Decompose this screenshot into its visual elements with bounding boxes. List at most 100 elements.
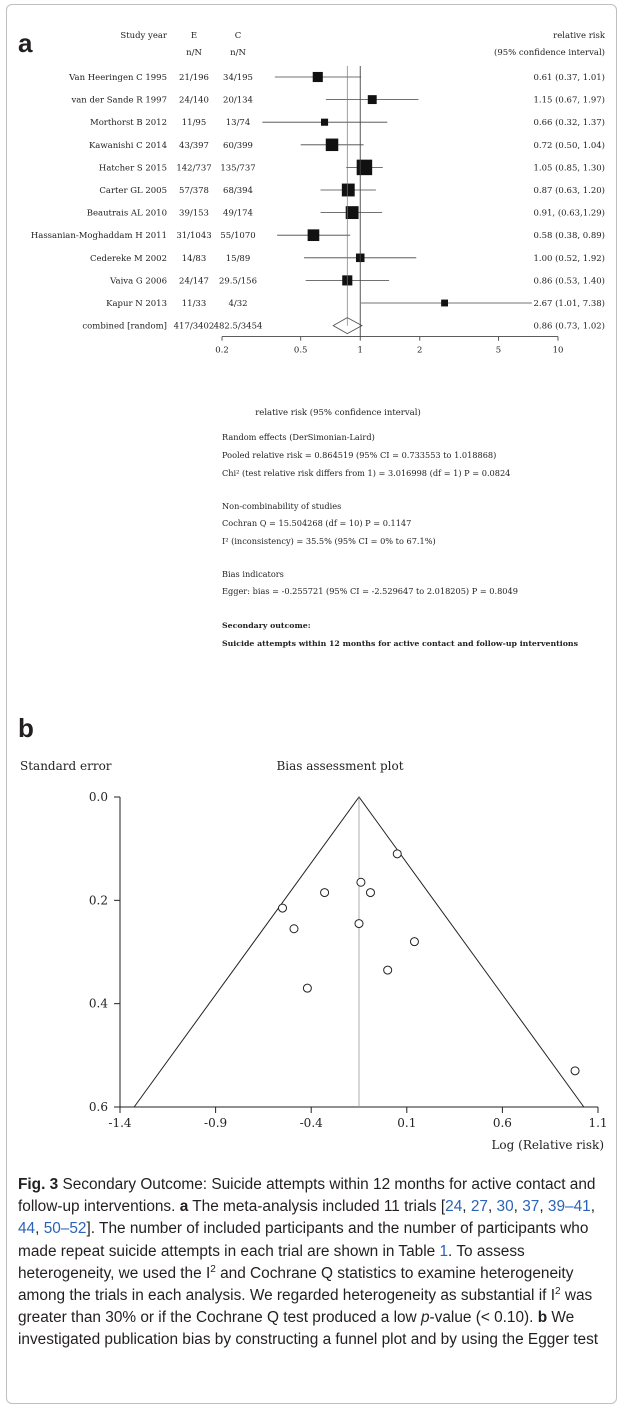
funnel-study-point	[365, 888, 375, 898]
study-name: Van Heeringen C 1995	[68, 73, 167, 83]
funnel-study-point	[409, 937, 419, 947]
point-estimate-beautrais-al-2010	[345, 206, 359, 220]
forest-tick-label: 10	[553, 346, 564, 356]
stats-line-3: Chi² (test relative risk differs from 1)…	[222, 468, 510, 478]
study-name: Vaiva G 2006	[109, 276, 167, 286]
funnel-plot: 0.00.20.40.6-1.4 -0.9 -0.4 0.1 0.6 1.1	[89, 790, 608, 1130]
study-c: 60/399	[223, 141, 253, 151]
point-estimate-morthorst-b-2012	[320, 118, 329, 126]
study-name: Hatcher S 2015	[99, 163, 167, 173]
study-rr-ci: 1.05 (0.85, 1.30)	[533, 162, 605, 173]
header-c-sub: n/N	[230, 48, 246, 58]
point-estimate-carter-gl-2005	[341, 183, 355, 197]
caption-a-text-4: and Cochrane Q statistics to examine het…	[18, 1264, 574, 1305]
study-name: Cedereke M 2002	[90, 254, 167, 264]
stats-line-8: Egger: bias = -0.255721 (95% CI = -2.529…	[222, 586, 518, 596]
caption-a-text-3: . To assess heterogeneity, we used the I	[18, 1242, 525, 1282]
funnel-y-tick-label: 0.4	[89, 997, 108, 1011]
caption-a-text-2: ]. The number of included participants a…	[18, 1220, 589, 1260]
study-rr-ci: 0.86 (0.53, 1.40)	[533, 275, 605, 286]
study-rr-ci: 2.67 (1.01, 7.38)	[533, 298, 605, 309]
study-e: 11/95	[182, 118, 207, 128]
figure-graphics: a Study year E C n/N n/N relative risk (…	[18, 28, 608, 1152]
header-rr: relative risk	[553, 31, 606, 41]
funnel-y-axis-label: Standard error	[20, 759, 112, 773]
point-estimate-van-der-sande-r-1997	[367, 95, 377, 105]
funnel-y-tick-label: 0.2	[89, 893, 108, 907]
caption-sup-1: 2	[210, 1263, 216, 1275]
forest-tick-label: 2	[417, 346, 422, 356]
ref-link-30[interactable]: 30	[496, 1198, 514, 1216]
panel-b-label: b	[18, 713, 34, 743]
funnel-study-point	[356, 877, 366, 887]
study-e: 43/397	[179, 141, 209, 151]
ref-link-50-52[interactable]: 50–52	[43, 1220, 87, 1238]
funnel-y-tick-label: 0.6	[89, 1100, 108, 1114]
funnel-x-tick-label: -0.4	[300, 1116, 324, 1130]
study-name: Kawanishi C 2014	[89, 141, 167, 151]
stats-line-5: Cochran Q = 15.504268 (df = 10) P = 0.11…	[222, 518, 411, 528]
study-c: 4/32	[228, 299, 247, 309]
study-e: 14/83	[182, 254, 207, 264]
study-c: 49/174	[223, 209, 253, 219]
funnel-study-point	[392, 849, 402, 859]
study-name: combined [random]	[82, 322, 167, 332]
caption-a-label: a	[179, 1198, 189, 1216]
study-rr-ci: 0.86 (0.73, 1.02)	[533, 321, 605, 332]
funnel-study-point	[570, 1066, 580, 1076]
forest-tick-label: 1	[358, 346, 363, 356]
stats-line-1: Random effects (DerSimonian-Laird)	[222, 432, 375, 442]
caption-p-italic: p	[420, 1309, 430, 1327]
study-e: 24/140	[179, 96, 209, 106]
header-rr-sub: (95% confidence interval)	[494, 47, 605, 58]
caption-fig-number: Fig. 3	[18, 1176, 59, 1193]
funnel-x-tick-label: 0.6	[493, 1116, 512, 1130]
caption-a-text-6: -value (< 0.10).	[429, 1309, 538, 1327]
study-rr-ci: 1.15 (0.67, 1.97)	[533, 95, 605, 106]
ref-link-37[interactable]: 37	[522, 1198, 540, 1216]
table-1-link[interactable]: 1	[439, 1242, 449, 1260]
study-e: 31/1043	[176, 231, 211, 241]
funnel-study-point	[383, 965, 393, 975]
caption-b-label: b	[537, 1309, 548, 1327]
funnel-x-tick-label: 0.1	[397, 1116, 416, 1130]
funnel-title: Bias assessment plot	[276, 759, 403, 773]
stats-line-9: Secondary outcome:	[222, 621, 311, 630]
caption-title: Secondary Outcome: Suicide attempts with…	[18, 1176, 596, 1216]
funnel-study-point	[302, 983, 312, 993]
header-e: E	[191, 31, 197, 41]
study-rr-ci: 1.00 (0.52, 1.92)	[533, 253, 605, 264]
caption-b-text: We investigated publication bias by cons…	[18, 1309, 599, 1349]
caption-sup-2: 2	[554, 1285, 561, 1297]
study-name: Hassanian-Moghaddam H 2011	[31, 231, 167, 241]
figure-caption: Fig. 3 Secondary Outcome: Suicide attemp…	[18, 1176, 599, 1349]
funnel-x-tick-label: -1.4	[108, 1116, 132, 1130]
stats-line-4: Non-combinability of studies	[222, 501, 341, 511]
point-estimate-hatcher-s-2015	[356, 159, 373, 176]
ref-link-39-41[interactable]: 39–41	[547, 1198, 591, 1216]
point-estimate-kawanishi-c-2014	[325, 138, 339, 152]
stats-line-10: Suicide attempts within 12 months for ac…	[222, 639, 579, 648]
study-name: Kapur N 2013	[106, 299, 167, 309]
study-e: 21/196	[179, 73, 209, 83]
ref-link-44[interactable]: 44	[18, 1220, 36, 1238]
study-name: Beautrais AL 2010	[87, 209, 167, 219]
ref-link-24[interactable]: 24	[445, 1198, 463, 1216]
stats-line-6: I² (inconsistency) = 35.5% (95% CI = 0% …	[222, 536, 436, 546]
stats-line-7: Bias indicators	[222, 569, 284, 579]
forest-tick-label: 5	[496, 346, 501, 356]
funnel-x-tick-label: 1.1	[588, 1116, 607, 1130]
point-estimate-van-heeringen-c-1995	[312, 71, 323, 83]
ref-link-27[interactable]: 27	[470, 1198, 488, 1216]
study-rr-ci: 0.61 (0.37, 1.01)	[533, 72, 605, 83]
study-e: 417/3402	[174, 322, 215, 332]
study-c: 68/394	[223, 186, 253, 196]
study-rr-ci: 0.66 (0.32, 1.37)	[533, 117, 605, 128]
study-name: van der Sande R 1997	[70, 96, 167, 106]
study-rr-ci: 0.58 (0.38, 0.89)	[533, 230, 605, 241]
funnel-y-tick-label: 0.0	[89, 790, 108, 804]
forest-axis: 0.2 0.5 1 2 5 10	[215, 66, 563, 356]
study-rr-ci: 0.91, (0.63,1.29)	[533, 208, 605, 219]
caption-a-text-1: The meta-analysis included 11 trials [	[188, 1198, 446, 1216]
caption-a-text-5: was greater than 30% or if the Cochrane …	[18, 1287, 593, 1327]
